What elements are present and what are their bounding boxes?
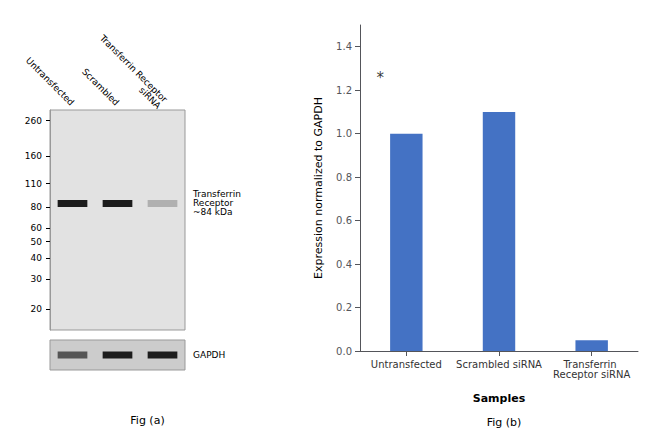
- svg-text:Transferrin: Transferrin: [193, 189, 241, 200]
- svg-text:Fig (a): Fig (a): [130, 414, 164, 427]
- svg-text:50: 50: [31, 237, 43, 247]
- svg-text:1.0: 1.0: [336, 128, 352, 139]
- svg-text:Scrambled: Scrambled: [80, 67, 121, 108]
- svg-text:260: 260: [25, 116, 42, 126]
- svg-text:0.0: 0.0: [336, 346, 352, 357]
- svg-text:Fig (b): Fig (b): [487, 416, 522, 429]
- svg-text:1.4: 1.4: [336, 41, 352, 52]
- svg-text:Untransfected: Untransfected: [24, 55, 76, 107]
- svg-text:40: 40: [31, 253, 43, 263]
- svg-text:0.6: 0.6: [336, 215, 352, 226]
- svg-text:0.2: 0.2: [336, 302, 352, 313]
- svg-text:Untransfected: Untransfected: [371, 359, 442, 370]
- svg-text:20: 20: [31, 304, 43, 314]
- svg-text:Transferrin: Transferrin: [563, 358, 620, 370]
- svg-text:0.8: 0.8: [336, 172, 352, 183]
- svg-text:0.4: 0.4: [336, 259, 352, 270]
- svg-text:1.2: 1.2: [336, 85, 352, 96]
- svg-text:GAPDH: GAPDH: [193, 350, 225, 360]
- svg-text:160: 160: [25, 151, 42, 161]
- svg-text:*: *: [377, 69, 385, 87]
- svg-text:~84 kDa: ~84 kDa: [193, 207, 233, 217]
- svg-text:siRNA: siRNA: [137, 85, 163, 111]
- svg-text:Samples: Samples: [473, 392, 526, 405]
- svg-text:80: 80: [31, 202, 43, 212]
- svg-text:Receptor: Receptor: [193, 198, 234, 209]
- svg-text:110: 110: [25, 179, 42, 189]
- svg-text:Expression normalized to GAPDH: Expression normalized to GAPDH: [312, 97, 325, 279]
- svg-text:Receptor siRNA: Receptor siRNA: [553, 369, 630, 380]
- svg-text:Transferrin Receptor: Transferrin Receptor: [97, 32, 169, 104]
- svg-text:60: 60: [31, 223, 43, 233]
- svg-text:30: 30: [31, 274, 43, 284]
- svg-text:Scrambled siRNA: Scrambled siRNA: [456, 359, 542, 370]
